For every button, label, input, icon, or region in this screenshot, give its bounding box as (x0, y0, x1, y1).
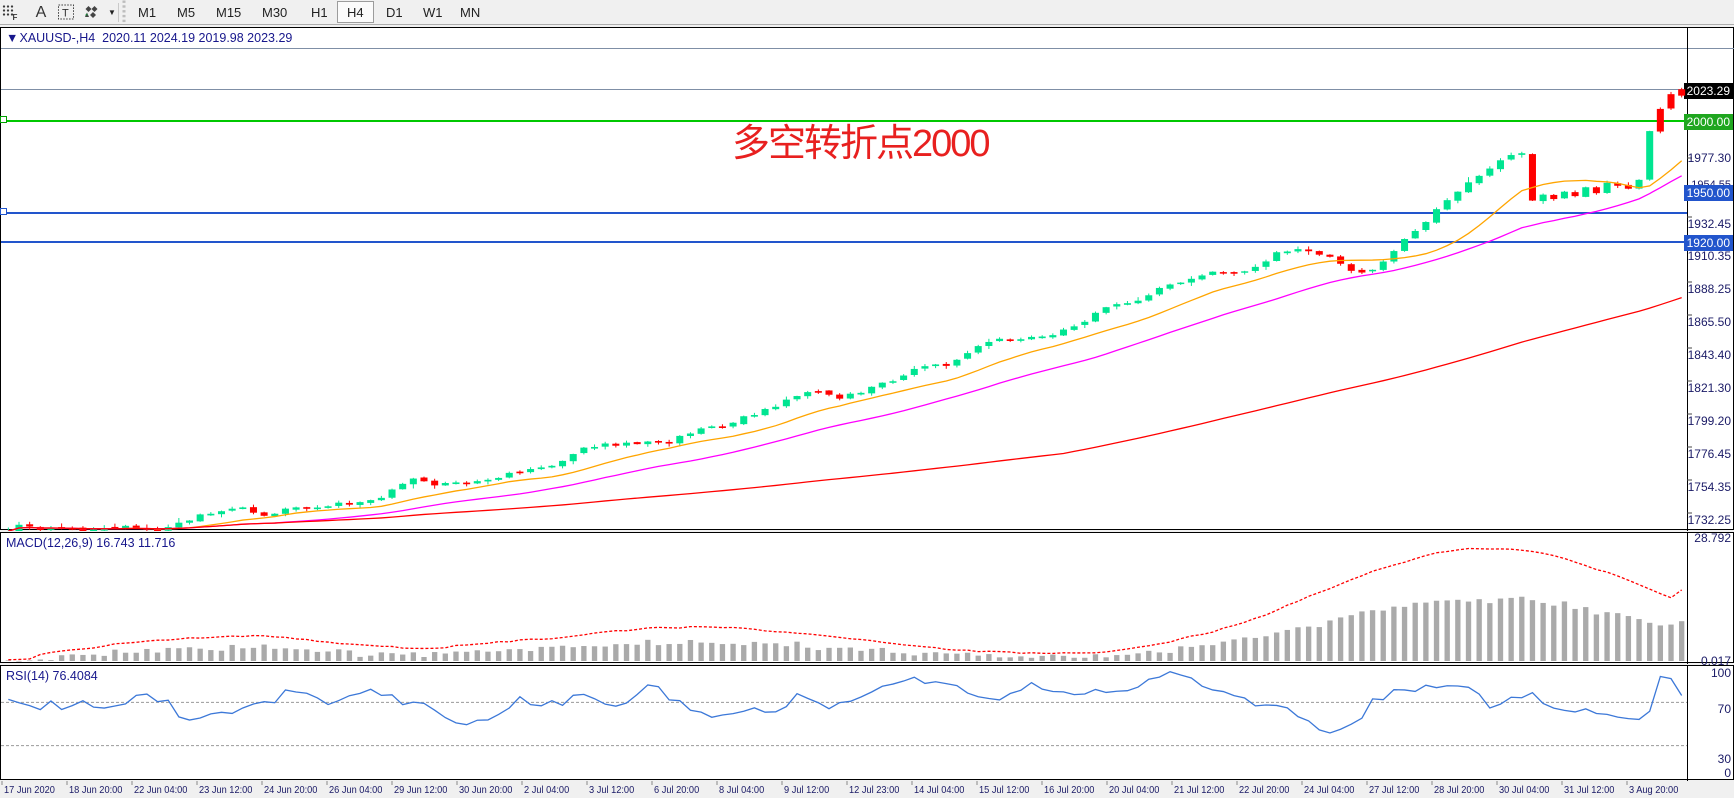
svg-text:T: T (62, 8, 69, 20)
svg-text:F: F (13, 13, 18, 22)
